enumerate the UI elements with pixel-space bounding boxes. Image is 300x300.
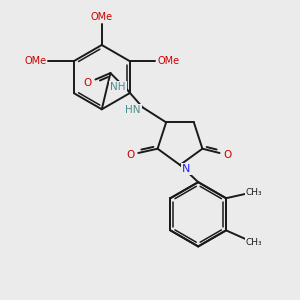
Text: OMe: OMe [91, 12, 113, 22]
Text: O: O [84, 78, 92, 88]
Text: O: O [127, 150, 135, 160]
Text: CH₃: CH₃ [246, 188, 262, 197]
Text: O: O [223, 150, 231, 160]
Text: CH₃: CH₃ [246, 238, 262, 247]
Text: N: N [182, 164, 190, 174]
Text: OMe: OMe [24, 56, 46, 66]
Text: HN: HN [125, 104, 141, 115]
Text: OMe: OMe [157, 56, 179, 66]
Text: NH: NH [110, 82, 126, 92]
